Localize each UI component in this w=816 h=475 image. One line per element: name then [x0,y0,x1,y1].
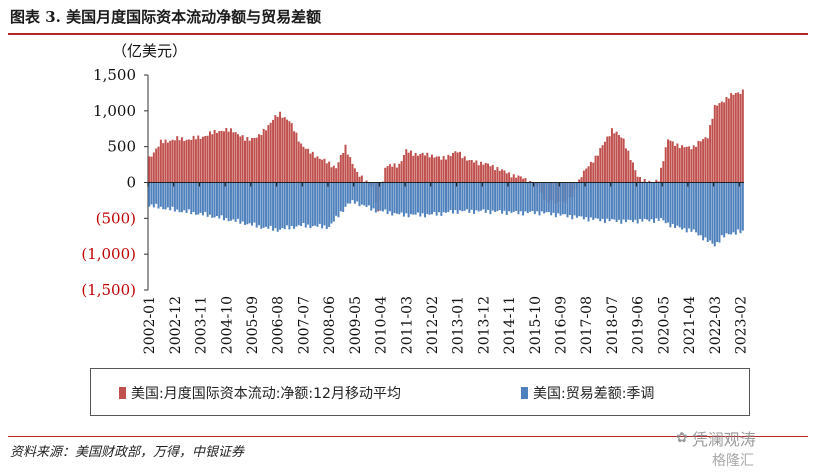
y-tick-label: (500) [96,209,136,227]
x-tick-label: 2019-06 [631,296,647,354]
x-tick-label: 2013-01 [451,296,467,354]
legend-item-capital-flow: 美国:月度国际资本流动:净额:12月移动平均 [119,383,401,403]
title-rule [8,33,808,35]
source-rule [8,436,808,437]
legend-swatch-capital-flow [119,387,126,399]
x-tick-label: 2020-05 [656,296,672,354]
y-tick-label: 1,000 [93,102,136,120]
x-tick-label: 2004-10 [219,296,235,354]
x-tick-label: 2006-08 [271,296,287,354]
chart-title: 图表 3. 美国月度国际资本流动净额与贸易差额 [10,8,322,26]
x-tick-label: 2023-02 [733,296,749,354]
x-tick-label: 2012-02 [425,296,441,354]
x-tick-label: 2008-06 [322,296,338,354]
x-tick-label: 2014-11 [502,296,518,354]
y-tick-label: 0 [126,174,136,192]
x-tick-label: 2013-12 [476,296,492,354]
watermark-primary: 凭澜观涛 [691,430,756,449]
x-tick-label: 2011-03 [399,296,415,354]
y-tick-label: (1,000) [81,245,136,263]
legend-label-trade-balance: 美国:贸易差额:季调 [533,386,655,402]
x-tick-label: 2002-01 [142,296,158,354]
source-note: 资料来源：美国财政部，万得，中银证券 [10,445,245,460]
legend-swatch-trade-balance [521,387,528,399]
x-tick-label: 2007-07 [296,296,312,354]
x-tick-label: 2003-11 [194,296,210,354]
unit-label: （亿美元） [112,42,188,60]
x-tick-label: 2018-07 [605,296,621,354]
x-tick-label: 2005-09 [245,296,261,354]
x-tick-label: 2015-10 [528,296,544,354]
y-tick-label: 1,500 [93,66,136,84]
x-tick-label: 2002-12 [168,296,184,354]
legend: 美国:月度国际资本流动:净额:12月移动平均 美国:贸易差额:季调 [90,368,750,416]
x-tick-label: 2016-09 [554,296,570,354]
x-tick-label: 2009-05 [348,296,364,354]
x-tick-label: 2017-08 [579,296,595,354]
legend-item-trade-balance: 美国:贸易差额:季调 [521,383,654,403]
y-tick-label: (1,500) [81,281,136,299]
watermark-secondary: 格隆汇 [712,453,754,469]
x-tick-label: 2021-04 [682,296,698,354]
x-tick-label: 2010-04 [374,296,390,354]
y-tick-label: 500 [107,138,136,156]
watermark: ✿ 凭澜观涛 [676,426,756,450]
legend-label-capital-flow: 美国:月度国际资本流动:净额:12月移动平均 [131,386,401,402]
wechat-icon: ✿ [676,430,688,446]
x-tick-label: 2022-03 [708,296,724,354]
